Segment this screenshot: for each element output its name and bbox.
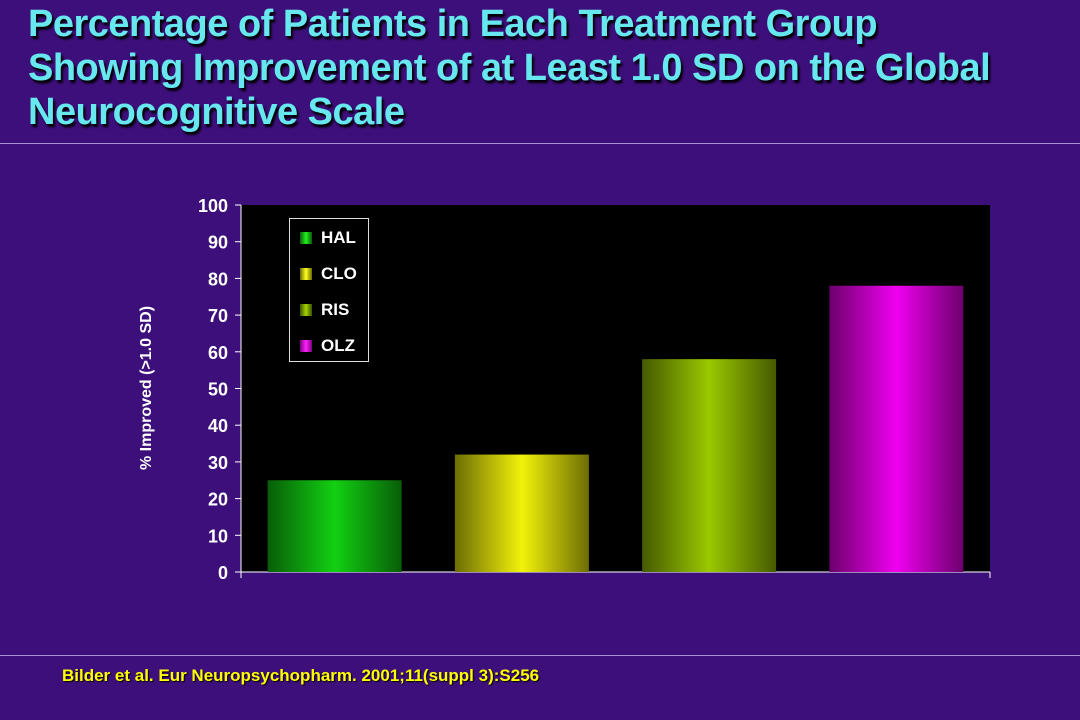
legend-label-ris: RIS [321,300,350,319]
y-tick-label: 20 [208,490,228,510]
y-tick-label: 80 [208,269,228,289]
bar-ris [642,359,777,572]
title-divider [0,143,1080,144]
bars [267,285,964,572]
y-tick-label: 90 [208,233,228,253]
bar-olz [829,285,964,572]
legend-label-clo: CLO [321,264,357,283]
y-tick-label: 0 [218,563,228,583]
legend-swatch-clo [300,268,312,280]
legend-swatch-hal [300,232,312,244]
y-tick-label: 70 [208,306,228,326]
title-line-3: Neurocognitive Scale [28,91,405,133]
chart-legend: HAL CLO RIS OLZ [289,218,369,362]
y-axis-label: % Improved (>1.0 SD) [138,306,155,470]
y-tick-label: 40 [208,416,228,436]
bar-clo [454,454,589,572]
footer-divider [0,655,1080,656]
slide-title: Percentage of Patients in Each Treatment… [28,2,1068,134]
bar-hal [267,480,402,572]
legend-label-hal: HAL [321,228,356,247]
legend-label-olz: OLZ [321,336,355,355]
legend-item-hal: HAL [300,228,356,248]
legend-item-clo: CLO [300,264,357,284]
citation: Bilder et al. Eur Neuropsychopharm. 2001… [62,666,540,685]
legend-item-olz: OLZ [300,336,355,356]
y-tick-label: 50 [208,380,228,400]
y-tick-label: 60 [208,343,228,363]
title-line-1: Percentage of Patients in Each Treatment… [28,3,878,45]
legend-item-ris: RIS [300,300,349,320]
legend-swatch-olz [300,340,312,352]
y-tick-label: 30 [208,453,228,473]
title-line-2: Showing Improvement of at Least 1.0 SD o… [28,47,991,89]
y-tick-label: 100 [198,196,228,216]
y-tick-label: 10 [208,526,228,546]
legend-swatch-ris [300,304,312,316]
